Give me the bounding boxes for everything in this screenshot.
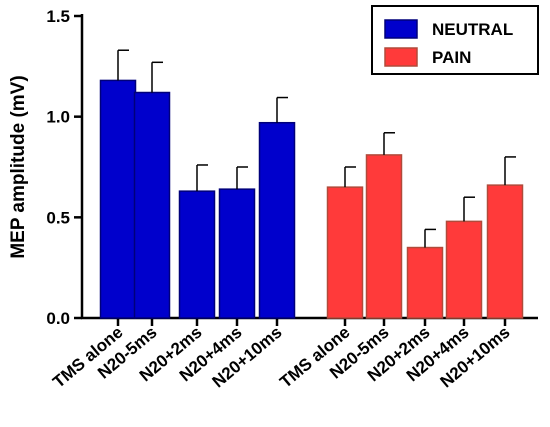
x-tick-labels: TMS aloneN20-5msN20+2msN20+4msN20+10msTM… [49, 323, 513, 392]
bars [99, 79, 524, 319]
bar-neutral-2 [178, 190, 216, 319]
bar-pain-2 [406, 246, 444, 319]
bar-neutral-0 [99, 79, 137, 319]
bar-neutral-3 [218, 188, 256, 319]
bar-pain-0 [326, 186, 364, 319]
error-bars [117, 49, 516, 248]
bar-pain-1 [365, 154, 403, 319]
bar-neutral-4 [258, 121, 296, 319]
bar-pain-4 [486, 184, 524, 319]
y-tick-label: 1.5 [46, 7, 70, 26]
legend-label-pain: PAIN [432, 48, 471, 67]
bar-neutral-1 [133, 91, 171, 319]
legend-label-neutral: NEUTRAL [432, 20, 513, 39]
y-tick-label: 0.0 [46, 309, 70, 328]
bar-pain-3 [445, 220, 483, 319]
legend: NEUTRAL PAIN [371, 5, 539, 75]
legend-swatch-neutral [384, 19, 418, 39]
y-axis-title: MEP amplitude (mV) [8, 75, 29, 258]
legend-swatch-pain [384, 47, 418, 67]
y-tick-label: 0.5 [46, 208, 70, 227]
y-tick-label: 1.0 [46, 108, 70, 127]
